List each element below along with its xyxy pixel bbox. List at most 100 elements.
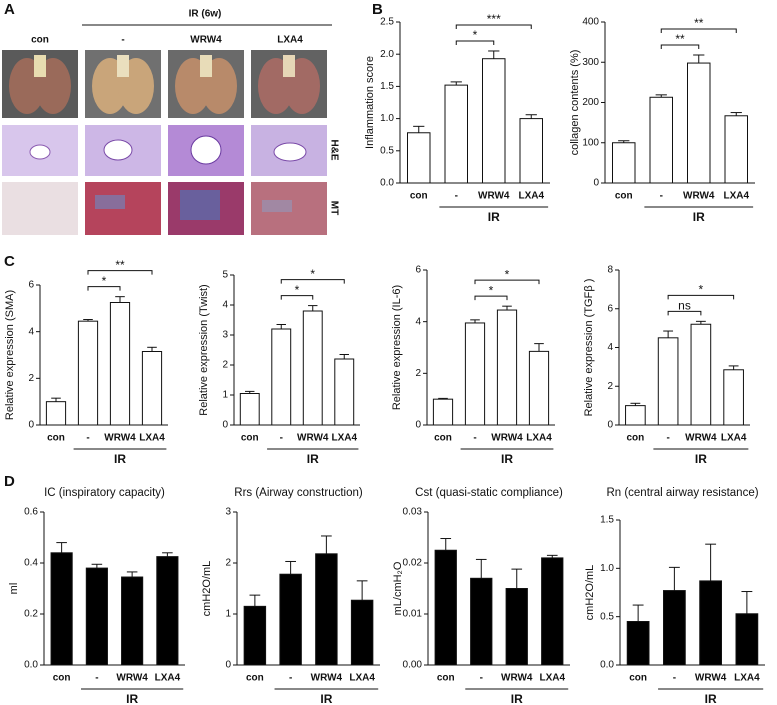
- y-tick-label: 0.0: [600, 660, 614, 671]
- bar: [315, 553, 338, 666]
- significance-bracket: [87, 270, 153, 275]
- bar: [699, 580, 722, 666]
- significance-bracket: [660, 28, 737, 34]
- group-label: IR (6w): [189, 9, 222, 20]
- group-label: IR: [501, 452, 513, 466]
- y-tick-label: 0.01: [403, 609, 423, 620]
- panel-letter: C: [4, 253, 15, 270]
- group-label: IR: [511, 692, 523, 705]
- y-tick-label: 0.0: [24, 660, 38, 671]
- bar: [735, 613, 759, 666]
- row-label: H&E: [328, 139, 339, 160]
- y-tick-label: 0: [28, 420, 34, 431]
- bar: [649, 96, 673, 184]
- bar: [85, 567, 108, 666]
- significance-label: *: [102, 274, 107, 288]
- x-tick-label: con: [47, 433, 65, 444]
- y-tick-label: 0.03: [403, 507, 423, 518]
- y-tick-label: 8: [607, 265, 613, 276]
- y-tick-label: 0.0: [380, 178, 394, 189]
- bar: [612, 142, 636, 184]
- x-tick-label: WRW4: [311, 673, 343, 684]
- y-tick-label: 300: [582, 57, 599, 68]
- group-label: IR: [320, 692, 332, 705]
- y-tick-label: 3: [222, 330, 228, 341]
- bar: [407, 132, 431, 184]
- significance-bracket: [660, 44, 700, 50]
- y-tick-label: 2.0: [380, 49, 394, 60]
- y-tick-label: 4: [607, 342, 613, 353]
- bar: [657, 337, 679, 426]
- x-tick-label: -: [673, 673, 676, 684]
- bar: [482, 58, 506, 184]
- x-tick-label: WRW4: [685, 433, 717, 444]
- bar: [541, 557, 564, 666]
- panel-letter: D: [4, 473, 15, 490]
- x-tick-label: -: [480, 673, 483, 684]
- significance-bracket: [455, 40, 495, 45]
- x-tick-label: -: [473, 433, 476, 444]
- significance-bracket: [474, 279, 540, 285]
- y-tick-label: 2: [225, 558, 231, 569]
- x-tick-label: LXA4: [526, 433, 552, 444]
- significance-label: *: [699, 283, 704, 297]
- bar: [625, 405, 646, 426]
- bar: [434, 549, 457, 666]
- bar: [239, 393, 260, 426]
- x-tick-label: con: [437, 673, 455, 684]
- significance-bracket: [87, 286, 121, 291]
- y-axis-label: Relative expression (TGFβ ): [583, 279, 595, 417]
- bar: [505, 588, 528, 666]
- bar: [271, 328, 292, 426]
- significance-bracket: [280, 295, 314, 300]
- bar: [350, 599, 374, 666]
- y-tick-label: 4: [28, 326, 34, 337]
- bar: [528, 350, 550, 426]
- bar: [470, 577, 493, 666]
- x-tick-label: -: [280, 433, 283, 444]
- x-tick-label: WRW4: [695, 673, 727, 684]
- x-tick-label: WRW4: [501, 673, 533, 684]
- y-tick-label: 6: [28, 280, 34, 291]
- row-label: MT: [328, 201, 339, 215]
- significance-label: *: [505, 267, 510, 281]
- y-tick-label: 6: [607, 303, 613, 314]
- x-tick-label: con: [434, 433, 452, 444]
- y-tick-label: 0.02: [403, 558, 423, 569]
- significance-bracket: [280, 279, 345, 284]
- column-label: con: [31, 35, 49, 46]
- y-tick-label: 200: [582, 97, 599, 108]
- y-tick-label: 0.5: [600, 611, 614, 622]
- column-label: LXA4: [277, 35, 303, 46]
- bar: [109, 302, 131, 426]
- bar: [45, 401, 67, 426]
- bar: [77, 320, 99, 426]
- significance-label: *: [310, 267, 315, 281]
- significance-label: ns: [678, 299, 691, 313]
- significance-label: *: [489, 283, 494, 297]
- bar: [444, 84, 468, 184]
- significance-label: **: [115, 258, 125, 272]
- group-label: IR: [693, 210, 705, 224]
- bar: [626, 621, 650, 666]
- bar: [302, 310, 323, 426]
- y-tick-label: 2.5: [380, 17, 394, 28]
- y-tick-label: 6: [415, 265, 421, 276]
- bar: [50, 552, 73, 666]
- x-tick-label: LXA4: [349, 673, 375, 684]
- y-tick-label: 2: [222, 360, 228, 371]
- x-tick-label: con: [246, 673, 264, 684]
- bar: [156, 556, 179, 666]
- y-tick-label: 1.0: [380, 113, 394, 124]
- group-label: IR: [307, 452, 319, 466]
- significance-bracket: [667, 294, 735, 300]
- bar: [519, 118, 543, 184]
- lung-photos: [2, 50, 327, 118]
- y-tick-label: 0: [607, 420, 613, 431]
- significance-label: **: [675, 32, 685, 46]
- x-tick-label: WRW4: [683, 191, 715, 202]
- y-tick-label: 1.5: [380, 81, 394, 92]
- x-tick-label: -: [95, 673, 98, 684]
- significance-bracket: [667, 310, 702, 316]
